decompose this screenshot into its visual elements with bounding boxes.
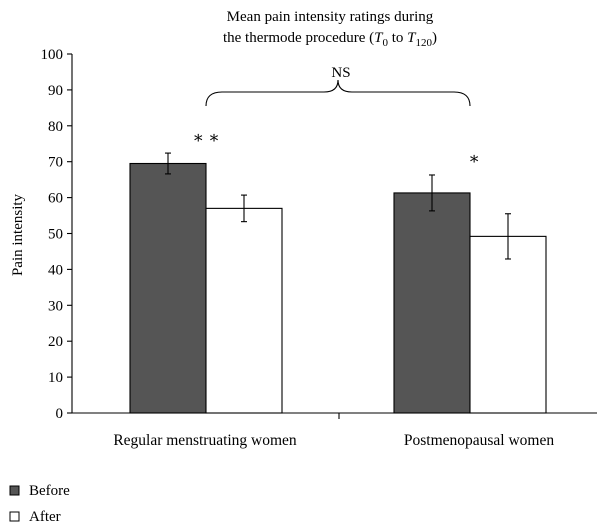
y-tick-label: 90 <box>48 83 63 99</box>
chart-title-close: ) <box>432 30 437 46</box>
legend-label-after: After <box>29 509 61 525</box>
bar-before-0 <box>129 162 207 414</box>
y-tick-label: 20 <box>48 334 63 350</box>
y-tick-label: 10 <box>48 370 63 386</box>
legend: Before After <box>9 483 70 525</box>
chart-title-sub-end: 120 <box>416 37 433 49</box>
chart-title-line1: Mean pain intensity ratings during <box>227 9 434 25</box>
ns-bracket <box>205 79 471 107</box>
legend-label-before: Before <box>29 483 70 499</box>
y-tick-label: 60 <box>48 191 63 207</box>
y-tick-label: 50 <box>48 227 63 243</box>
legend-swatch-before <box>9 485 20 496</box>
bar-after-0 <box>205 207 283 414</box>
category-label-regular: Regular menstruating women <box>113 432 297 449</box>
y-tick-labels: 0 10 20 30 40 50 60 70 80 90 100 <box>41 47 64 422</box>
bars <box>129 162 547 414</box>
significance-marker-regular: ∗ ∗ <box>192 128 219 147</box>
bar-before-1 <box>393 192 471 414</box>
y-tick-label: 40 <box>48 262 63 278</box>
significance-marker-postmenopausal: ∗ <box>468 149 480 168</box>
chart-title-line2: the thermode procedure (T0 to T120) <box>223 30 437 49</box>
chart-title-line2-prefix: the thermode procedure ( <box>223 30 374 46</box>
chart-title-t-start: T <box>374 30 384 46</box>
y-axis-label: Pain intensity <box>10 193 26 276</box>
y-tick-label: 0 <box>56 406 64 422</box>
y-tick-label: 30 <box>48 298 63 314</box>
bar-after-1 <box>469 235 547 414</box>
chart-title-to: to <box>388 30 407 46</box>
chart-title-t-end: T <box>407 30 417 46</box>
category-label-postmenopausal: Postmenopausal women <box>404 432 554 449</box>
chart-title-sub-start: 0 <box>383 37 389 49</box>
error-bars <box>165 152 511 260</box>
y-tick-label: 80 <box>48 119 63 135</box>
ns-label: NS <box>331 65 350 81</box>
legend-swatch-after <box>9 511 20 522</box>
y-tick-label: 70 <box>48 155 63 171</box>
y-tick-label: 100 <box>41 47 64 63</box>
